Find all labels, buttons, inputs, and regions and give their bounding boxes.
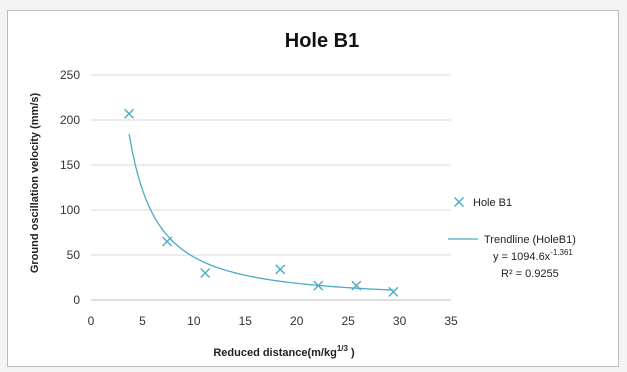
x-tick-label-10: 10: [187, 314, 201, 328]
data-point-1: [124, 108, 135, 119]
trendline-equation-exponent: -1.361: [550, 248, 573, 257]
x-tick-label-0: 0: [88, 314, 95, 328]
data-point-2-stroke-b: [162, 236, 173, 247]
trendline-equation-base: y = 1094.6x: [493, 251, 551, 263]
x-tick-label-25: 25: [341, 314, 355, 328]
x-axis-title: Reduced distance(m/kg1/3 ): [213, 344, 355, 359]
x-tick-label-20: 20: [290, 314, 304, 328]
data-point-5: [313, 280, 324, 291]
data-point-7-stroke-b: [388, 286, 399, 297]
trendline-curve: [128, 133, 394, 291]
chart-svg: 0 50 100 150 200 250 0 5 10 15 20 25 30 35 Hole B1 Re…: [29, 30, 576, 359]
y-tick-label-150: 150: [60, 158, 80, 172]
y-tick-label-100: 100: [60, 203, 80, 217]
x-axis-title-main: Reduced distance(m/kg: [213, 347, 336, 359]
trendline-r-squared: R² = 0.9255: [501, 268, 559, 280]
x-tick-label-35: 35: [444, 314, 458, 328]
legend-label-trendline: Trendline (HoleB1): [484, 234, 576, 246]
x-tick-label-5: 5: [139, 314, 146, 328]
chart-title: Hole B1: [285, 30, 359, 52]
x-axis-title-superscript: 1/3: [337, 344, 349, 353]
y-tick-label-50: 50: [67, 248, 81, 262]
data-point-2: [162, 236, 173, 247]
axes: 0 50 100 150 200 250 0 5 10 15 20 25 30 35: [60, 68, 458, 328]
x-tick-label-30: 30: [393, 314, 407, 328]
data-point-3: [200, 268, 211, 278]
legend-marker-hole-b1: [454, 197, 464, 207]
data-point-6-stroke-b: [351, 280, 362, 291]
chart-area: 0 50 100 150 200 250 0 5 10 15 20 25 30 35 Hole B1 Re…: [7, 10, 619, 367]
y-tick-label-250: 250: [60, 68, 80, 82]
y-tick-label-200: 200: [60, 113, 80, 127]
data-point-5-stroke-b: [313, 280, 324, 291]
x-tick-label-15: 15: [239, 314, 253, 328]
data-point-3-stroke-b: [200, 268, 211, 278]
legend-marker-x-stroke-b: [454, 197, 464, 207]
data-point-4-stroke-b: [275, 264, 286, 275]
x-axis-title-end: ): [348, 347, 355, 359]
data-points: [124, 108, 399, 297]
data-point-6: [351, 280, 362, 291]
y-tick-label-0: 0: [73, 293, 80, 307]
gridlines: [91, 74, 451, 256]
trendline-layer: [128, 133, 394, 291]
data-point-1-stroke-b: [124, 108, 135, 119]
legend-marker-x: [454, 197, 464, 207]
data-point-7: [388, 286, 399, 297]
legend-label-hole-b1: Hole B1: [473, 197, 512, 209]
legend: Hole B1 Trendline (HoleB1) y = 1094.6x-1…: [448, 197, 576, 280]
data-point-4: [275, 264, 286, 275]
y-axis-title: Ground oscillation velocity (mm/s): [29, 93, 41, 274]
trendline-equation: y = 1094.6x-1.361: [493, 248, 573, 263]
